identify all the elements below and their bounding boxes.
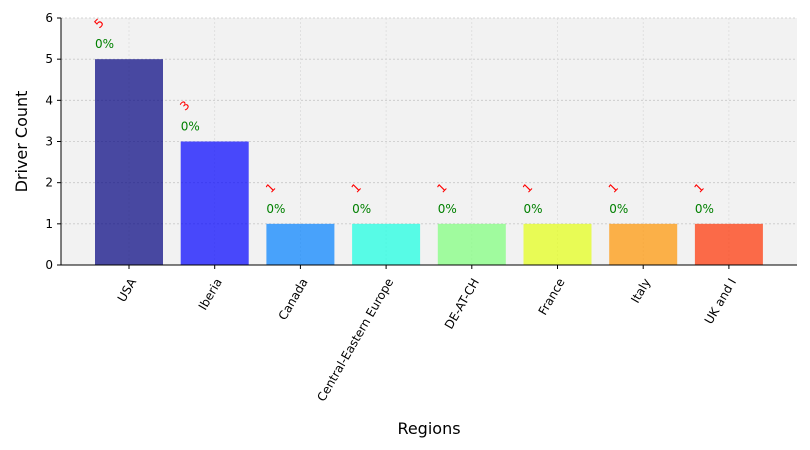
x-tick-label: Central-Eastern Europe bbox=[314, 276, 396, 404]
y-tick-label: 4 bbox=[45, 93, 53, 107]
y-tick-label: 1 bbox=[45, 217, 53, 231]
y-axis-title: Driver Count bbox=[12, 91, 31, 193]
y-tick-label: 3 bbox=[45, 135, 53, 149]
y-tick-label: 2 bbox=[45, 176, 53, 190]
y-tick-label: 6 bbox=[45, 11, 53, 25]
bar-percent-label: 0% bbox=[95, 37, 114, 51]
x-tick-label: UK and I bbox=[702, 276, 739, 327]
bar bbox=[437, 223, 506, 265]
x-tick-label: France bbox=[536, 276, 568, 318]
bar-percent-label: 0% bbox=[181, 120, 200, 134]
bars bbox=[95, 59, 763, 265]
bar-percent-label: 0% bbox=[609, 202, 628, 216]
bar bbox=[352, 223, 421, 265]
bar bbox=[95, 59, 163, 265]
x-tick-label: DE-AT-CH bbox=[442, 276, 482, 332]
y-tick-label: 5 bbox=[45, 52, 53, 66]
x-tick-label: Canada bbox=[276, 276, 311, 323]
bar bbox=[694, 223, 763, 265]
bar-percent-label: 0% bbox=[352, 202, 371, 216]
bar bbox=[266, 223, 335, 265]
bar-percent-label: 0% bbox=[438, 202, 457, 216]
x-tick-label: Italy bbox=[628, 276, 653, 306]
bar-percent-label: 0% bbox=[524, 202, 543, 216]
bar-percent-label: 0% bbox=[266, 202, 285, 216]
bar-percent-label: 0% bbox=[695, 202, 714, 216]
bar bbox=[180, 141, 249, 265]
x-tick-label: Iberia bbox=[196, 276, 225, 313]
y-tick-label: 0 bbox=[45, 258, 53, 272]
bar bbox=[523, 223, 592, 265]
bar bbox=[609, 223, 678, 265]
x-tick-label: USA bbox=[115, 275, 140, 304]
x-axis-title: Regions bbox=[397, 419, 460, 438]
